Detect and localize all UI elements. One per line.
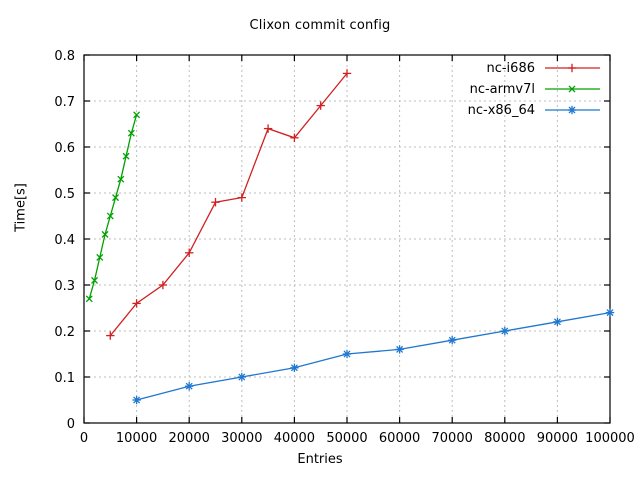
y-tick-label: 0.7 — [54, 95, 75, 110]
legend-label-nc-i686: nc-i686 — [486, 61, 535, 76]
series-nc-x86_64 — [132, 308, 615, 405]
series-line-nc-x86_64 — [136, 311, 611, 401]
legend-marker-nc-i686 — [567, 63, 577, 73]
y-tick-label: 0.6 — [54, 141, 75, 156]
x-tick-label: 80000 — [484, 431, 525, 446]
data-point-marker — [117, 175, 125, 183]
y-tick-label: 0.2 — [54, 325, 75, 340]
x-tick-label: 30000 — [221, 431, 262, 446]
x-tick-label: 0 — [80, 431, 88, 446]
data-point-marker — [448, 336, 456, 344]
x-tick-label: 70000 — [432, 431, 473, 446]
legend-label-nc-armv7l: nc-armv7l — [470, 82, 535, 97]
y-tick-label: 0.4 — [54, 233, 75, 248]
series-nc-armv7l — [85, 111, 141, 303]
x-axis-label: Entries — [297, 452, 343, 467]
chart-title: Clixon commit config — [249, 18, 391, 33]
x-tick-label: 60000 — [379, 431, 420, 446]
data-point-marker — [127, 129, 135, 137]
plot-frame — [83, 54, 611, 424]
data-point-marker — [122, 152, 130, 160]
data-point-marker — [501, 327, 509, 335]
data-point-marker — [396, 345, 404, 353]
data-point-marker — [106, 212, 114, 220]
x-tick-label: 90000 — [537, 431, 578, 446]
data-point-marker — [101, 230, 109, 238]
data-point-marker — [85, 295, 93, 303]
legend-marker-nc-x86_64 — [567, 105, 577, 115]
y-tick-label: 0.3 — [54, 279, 75, 294]
x-tick-label: 10000 — [116, 431, 157, 446]
x-tick-label: 20000 — [169, 431, 210, 446]
series-nc-i686 — [106, 69, 352, 340]
series-line-nc-i686 — [109, 72, 348, 337]
data-point-marker — [568, 106, 576, 114]
data-point-marker — [91, 276, 99, 284]
data-point-marker — [290, 364, 298, 372]
y-tick-label: 0.1 — [54, 371, 75, 386]
x-tick-label: 50000 — [326, 431, 367, 446]
legend-marker-nc-armv7l — [568, 85, 576, 93]
data-point-marker — [553, 318, 561, 326]
data-point-marker — [568, 85, 576, 93]
x-tick-label: 100000 — [585, 431, 635, 446]
y-tick-label: 0.8 — [54, 49, 75, 64]
data-point-marker — [606, 309, 614, 317]
y-tick-label: 0 — [67, 417, 75, 432]
data-point-marker — [238, 373, 246, 381]
data-point-marker — [112, 194, 120, 202]
data-point-marker — [133, 111, 141, 119]
series-line-nc-armv7l — [88, 114, 138, 299]
x-tick-label: 40000 — [274, 431, 315, 446]
data-point-marker — [185, 382, 193, 390]
legend-label-nc-x86_64: nc-x86_64 — [468, 103, 535, 118]
data-point-marker — [96, 253, 104, 261]
data-point-marker — [343, 350, 351, 358]
data-point-marker — [133, 396, 141, 404]
y-tick-label: 0.5 — [54, 187, 75, 202]
